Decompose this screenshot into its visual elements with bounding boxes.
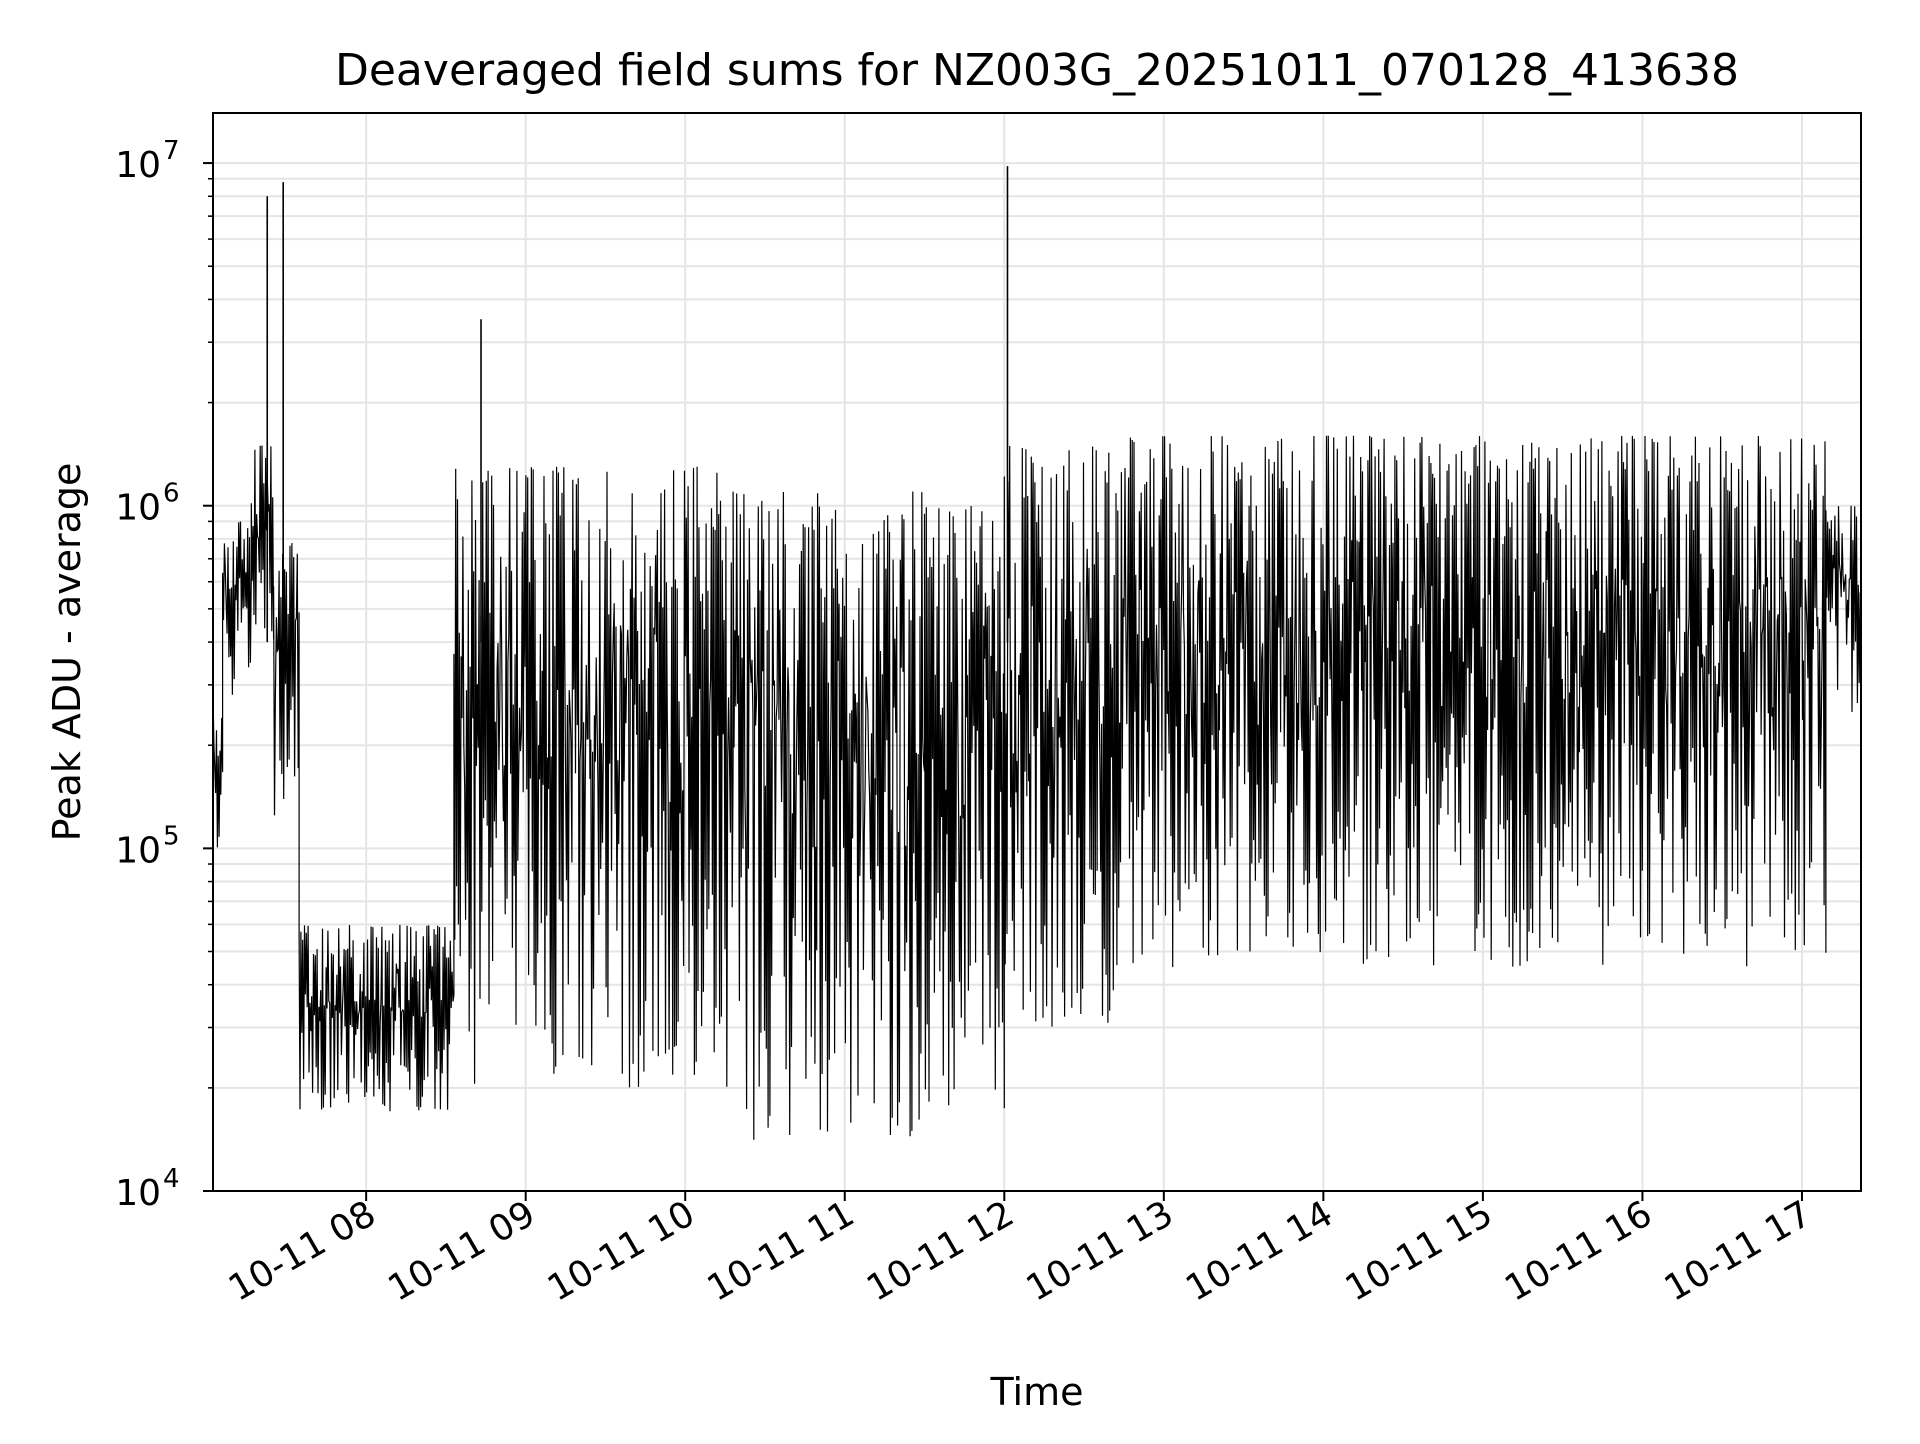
- y-tick-exponent: 4: [163, 1164, 180, 1194]
- y-tick-label: 10: [115, 488, 161, 529]
- x-tick-label: 10-11 14: [1179, 1193, 1340, 1309]
- plot-frame: [212, 112, 1862, 1192]
- series-line: [212, 435, 1862, 1140]
- y-tick-label: 10: [115, 145, 161, 186]
- y-tick-label: 10: [115, 1173, 161, 1214]
- y-tick-label: 10: [115, 830, 161, 871]
- x-tick-label: 10-11 12: [860, 1193, 1021, 1309]
- x-tick-label: 10-11 10: [541, 1193, 702, 1309]
- x-tick-label: 10-11 11: [701, 1193, 862, 1309]
- x-tick-label: 10-11 08: [222, 1193, 383, 1309]
- y-axis-label: Peak ADU - average: [45, 463, 89, 842]
- y-tick-exponent: 7: [163, 136, 180, 166]
- y-tick-exponent: 5: [163, 821, 180, 851]
- x-tick-label: 10-11 09: [382, 1193, 543, 1309]
- x-axis-label: Time: [990, 1370, 1084, 1414]
- data-layer: [212, 166, 1862, 1140]
- x-tick-label: 10-11 17: [1658, 1193, 1819, 1309]
- chart-title: Deaveraged field sums for NZ003G_2025101…: [335, 45, 1739, 96]
- x-tick-label: 10-11 16: [1498, 1193, 1659, 1309]
- x-tick-label: 10-11 15: [1339, 1193, 1500, 1309]
- x-tick-label: 10-11 13: [1020, 1193, 1181, 1309]
- y-tick-exponent: 6: [163, 479, 180, 509]
